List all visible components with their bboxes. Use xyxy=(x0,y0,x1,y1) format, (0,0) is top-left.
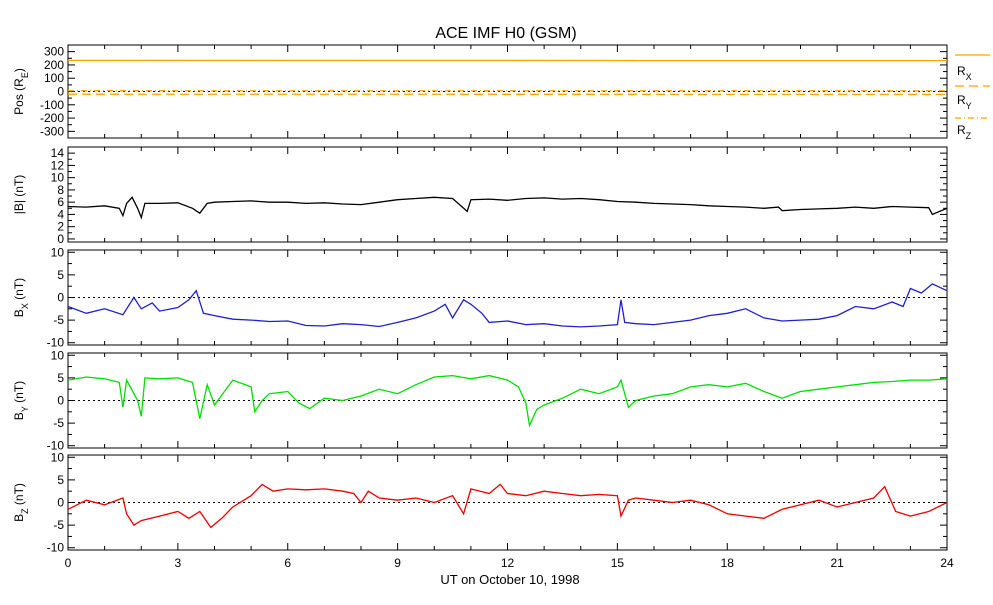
series-line-bx-0 xyxy=(68,284,947,327)
y-tick-label-bmag: 4 xyxy=(57,207,64,221)
legend-label-0: RX xyxy=(957,64,972,82)
y-tick-label-pos: 200 xyxy=(44,58,64,72)
y-tick-label-pos: 300 xyxy=(44,45,64,59)
x-tick-label: 15 xyxy=(611,556,625,570)
series-line-bz-0 xyxy=(68,484,947,527)
y-tick-label-by: -5 xyxy=(53,416,64,430)
y-tick-label-pos: 100 xyxy=(44,71,64,85)
y-tick-label-by: 5 xyxy=(57,371,64,385)
y-tick-label-pos: -300 xyxy=(40,124,64,138)
x-tick-label: 9 xyxy=(394,556,401,570)
y-tick-label-by: 0 xyxy=(57,394,64,408)
x-tick-label: 3 xyxy=(175,556,182,570)
panel-bz: -10 -5 0 5 10 BZ (nT) xyxy=(12,450,947,554)
y-tick-label-bx: 0 xyxy=(57,291,64,305)
y-tick-label-pos: 0 xyxy=(57,85,64,99)
x-tick-label: 0 xyxy=(65,556,72,570)
y-tick-label-bmag: 10 xyxy=(51,171,65,185)
y-tick-label-bz: 0 xyxy=(57,496,64,510)
y-tick-label-bmag: 8 xyxy=(57,183,64,197)
y-tick-label-bmag: 2 xyxy=(57,220,64,234)
y-tick-label-bx: 10 xyxy=(51,245,65,259)
y-axis-label-bz: BZ (nT) xyxy=(12,483,30,522)
y-tick-label-by: 10 xyxy=(51,348,65,362)
panel-frame-bmag xyxy=(68,147,947,242)
y-tick-label-bz: -10 xyxy=(47,541,65,555)
y-tick-label-bmag: 14 xyxy=(51,146,65,160)
legend-label-1: RY xyxy=(957,93,972,111)
y-tick-label-bz: -5 xyxy=(53,518,64,532)
y-tick-label-bx: 5 xyxy=(57,268,64,282)
x-tick-label: 21 xyxy=(830,556,844,570)
x-tick-label: 6 xyxy=(284,556,291,570)
y-tick-label-bmag: 0 xyxy=(57,232,64,246)
x-tick-label: 24 xyxy=(940,556,954,570)
y-tick-label-pos: -200 xyxy=(40,111,64,125)
y-tick-label-bz: 5 xyxy=(57,473,64,487)
y-tick-label-pos: -100 xyxy=(40,98,64,112)
y-tick-label-bmag: 12 xyxy=(51,158,65,172)
y-tick-label-bx: -5 xyxy=(53,313,64,327)
y-tick-label-bz: 10 xyxy=(51,450,65,464)
y-axis-label-bx: BX (nT) xyxy=(12,278,30,317)
y-axis-label-by: BY (nT) xyxy=(12,381,30,420)
x-tick-label: 18 xyxy=(721,556,735,570)
y-axis-label-pos: Pos (RE) xyxy=(12,68,30,115)
series-line-bmag-0 xyxy=(68,197,947,217)
x-axis-label: UT on October 10, 1998 xyxy=(440,572,579,587)
x-tick-label: 12 xyxy=(501,556,515,570)
y-axis-label-bmag: |B| (nT) xyxy=(12,175,26,215)
y-tick-label-bmag: 6 xyxy=(57,195,64,209)
chart-title: ACE IMF H0 (GSM) xyxy=(435,25,576,42)
legend-label-2: RZ xyxy=(957,123,972,141)
